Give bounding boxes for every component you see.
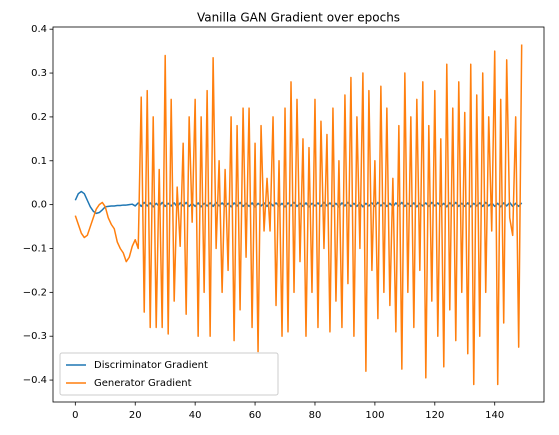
x-tick-label: 60 [249,410,262,421]
legend-label: Discriminator Gradient [94,360,208,371]
y-tick-label: −0.3 [23,331,47,342]
legend-box [59,352,279,396]
chart-title: Vanilla GAN Gradient over epochs [197,11,400,25]
y-tick-label: 0.4 [31,24,47,35]
y-tick-label: 0.1 [31,156,47,167]
x-tick-label: 40 [189,410,202,421]
x-tick-label: 80 [309,410,322,421]
y-tick-label: 0.0 [31,200,47,211]
plot-frame [52,26,545,403]
y-tick-label: −0.4 [23,375,47,386]
legend-label: Generator Gradient [94,378,192,389]
y-tick-label: −0.1 [23,243,47,254]
x-tick-label: 0 [72,410,78,421]
y-tick-label: 0.2 [31,112,47,123]
y-tick-label: 0.3 [31,68,47,79]
series-line [74,44,523,386]
x-tick-label: 100 [365,410,384,421]
x-tick-label: 140 [485,410,504,421]
x-tick-label: 20 [129,410,142,421]
x-tick-label: 120 [425,410,444,421]
y-tick-label: −0.2 [23,287,47,298]
